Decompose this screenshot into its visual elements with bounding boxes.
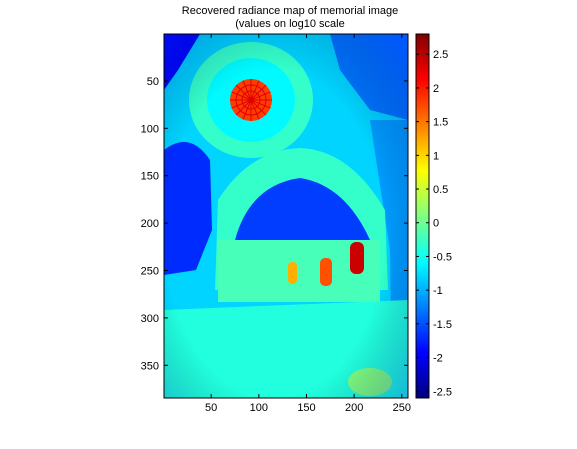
y-tick-label: 100: [141, 123, 159, 135]
y-tick-label: 200: [141, 218, 159, 230]
colorbar-tick-label: -2.5: [433, 386, 452, 398]
y-tick-label: 150: [141, 171, 159, 183]
colorbar-axis: -2.5 -2 -1.5 -1 -0.5 0 0.5 1 1.5 2 2.5: [416, 49, 452, 398]
x-tick-label: 150: [297, 402, 315, 414]
colorbar-tick-label: -0.5: [433, 251, 452, 263]
colorbar-tick-label: 2.5: [433, 49, 448, 61]
colorbar-tick-label: 1: [433, 150, 439, 162]
colorbar-tick-label: 0.5: [433, 184, 448, 196]
chart-title-line-2: (values on log10 scale: [235, 18, 344, 30]
colorbar-tick-label: 1.5: [433, 117, 448, 129]
colorbar-tick-label: 2: [433, 83, 439, 95]
chart-title-line-1: Recovered radiance map of memorial image: [182, 5, 398, 17]
x-tick-label: 250: [393, 402, 411, 414]
y-axis: 50 100 150 200 250 300 350: [141, 76, 408, 372]
y-tick-label: 250: [141, 266, 159, 278]
colorbar-tick-label: -1.5: [433, 319, 452, 331]
x-tick-label: 200: [345, 402, 363, 414]
x-tick-label: 100: [250, 402, 268, 414]
colorbar-tick-label: 0: [433, 218, 439, 230]
colorbar-tick-label: -2: [433, 353, 443, 365]
x-axis: 50 100 150 200 250: [205, 34, 411, 414]
colorbar: [415, 33, 430, 399]
heatmap-image: [164, 34, 408, 398]
colorbar-tick-label: -1: [433, 285, 443, 297]
axes-frame: [163, 33, 409, 399]
y-tick-label: 300: [141, 313, 159, 325]
x-tick-label: 50: [205, 402, 217, 414]
y-tick-label: 50: [147, 76, 159, 88]
y-tick-label: 350: [141, 360, 159, 372]
